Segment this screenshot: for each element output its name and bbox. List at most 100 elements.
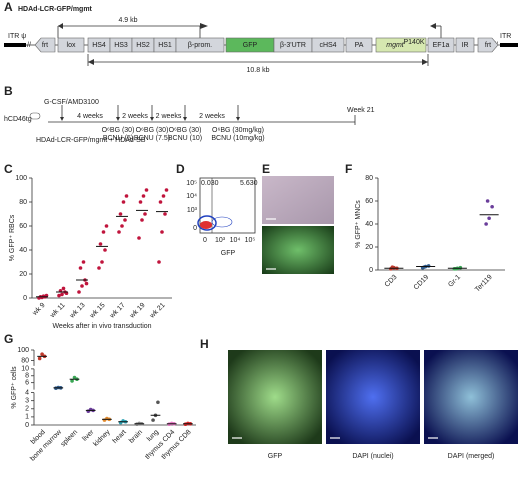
data-point [454, 267, 458, 271]
element-label: frt [485, 42, 491, 49]
caption: DAPI (nuclei) [352, 453, 393, 460]
y-tick-label: 80 [21, 357, 29, 364]
micrograph-brightfield [262, 176, 334, 224]
element-label: frt [42, 42, 48, 49]
construct-element [477, 37, 499, 53]
arrowhead [58, 23, 63, 29]
data-point [37, 356, 42, 361]
data-point [98, 242, 103, 246]
data-point [124, 194, 129, 198]
x-tick-label: brain [128, 429, 144, 445]
injection: HDAd-LCR-GFP/mgmt + HDAd-SB [36, 137, 146, 144]
data-point [77, 290, 81, 294]
construct-element [455, 37, 475, 53]
arrowhead [183, 117, 187, 121]
promoter-arrowhead [430, 23, 436, 29]
element-label: lox [67, 42, 76, 49]
x-axis-label: Weeks after in vivo transduction [52, 323, 151, 330]
arrowhead [60, 117, 64, 121]
arrowhead [116, 117, 120, 121]
data-point [40, 352, 44, 357]
arrowhead [236, 117, 240, 121]
element-superscript: P140K [403, 39, 424, 46]
data-point [60, 292, 64, 297]
data-point [160, 230, 164, 234]
data-point [103, 248, 107, 252]
element-label: IR [462, 42, 469, 49]
arrowhead [422, 59, 428, 65]
density-contour [197, 215, 217, 231]
itr-bar [500, 43, 518, 47]
data-point [117, 230, 121, 234]
x-tick-label: kidney [92, 428, 112, 448]
x-axis-label: GFP [221, 250, 236, 257]
micrograph [228, 350, 322, 444]
data-point [143, 212, 147, 216]
itr-label: ITR [500, 33, 511, 40]
data-point [61, 286, 66, 291]
data-point [144, 188, 149, 192]
data-point [97, 266, 101, 270]
y-tick-label: 100 [17, 347, 29, 354]
data-point [80, 284, 84, 288]
data-point [158, 200, 163, 204]
panel-label: F [345, 162, 352, 176]
y-tick-label: 40 [19, 247, 27, 254]
construct-element [427, 37, 455, 53]
treatment-label: O⁶BG (30) [102, 127, 135, 134]
x-tick-label: 10⁴ [230, 237, 241, 244]
data-point [458, 265, 463, 270]
panel-label: D [176, 162, 185, 176]
construct-element [311, 37, 345, 53]
element-label: HS3 [114, 42, 128, 49]
data-point [104, 224, 109, 228]
y-tick-label: 100 [15, 175, 27, 182]
data-point [161, 194, 166, 198]
construct-title: HDAd-LCR-GFP/mgmt [18, 6, 93, 13]
data-point [141, 194, 146, 198]
y-tick-label: 0 [23, 295, 27, 302]
treatment-label: BCNU (5) [103, 135, 133, 142]
gate-value: 0.030 [201, 180, 219, 187]
element-label: HS4 [92, 42, 106, 49]
treatment-label: O⁶BG (30) [169, 127, 202, 134]
x-tick-label: wk 21 [148, 302, 167, 321]
arrowhead [150, 117, 154, 121]
y-tick-label: 40 [365, 221, 373, 228]
y-tick-label: 10³ [187, 207, 198, 214]
arrowhead [88, 59, 94, 65]
y-tick-label: 1 [25, 414, 29, 421]
data-point [484, 222, 488, 226]
panel-label: H [200, 337, 209, 351]
y-tick-label: 3 [25, 398, 29, 405]
x-tick-label: wk 9 [31, 302, 47, 318]
y-tick-label: 80 [365, 175, 373, 182]
data-point [123, 218, 127, 222]
y-tick-label: 20 [365, 244, 373, 251]
data-point [151, 418, 155, 422]
y-tick-label: 0 [369, 267, 373, 274]
x-tick-label: heart [112, 429, 128, 445]
density-core [200, 221, 212, 229]
gate-value: 5.630 [240, 180, 258, 187]
x-tick-label: CD3 [384, 274, 399, 289]
element-label: GFP [243, 42, 258, 49]
treatment-label: O⁶BG (30) [136, 127, 169, 134]
break-mark: // [27, 42, 31, 49]
mouse-icon [29, 112, 41, 120]
data-point [100, 260, 104, 264]
x-tick-label: spleen [60, 429, 80, 449]
element-label: β-3'UTR [280, 42, 306, 49]
x-tick-label: wk 13 [68, 302, 87, 321]
x-tick-label: wk 11 [48, 302, 66, 320]
x-tick-label: wk 19 [128, 302, 147, 321]
data-point [120, 224, 124, 228]
data-point [84, 281, 89, 286]
interval-label: 4 weeks [77, 113, 103, 120]
y-tick-label: 4 [25, 389, 29, 396]
y-axis-label: % GFP⁺ cells [11, 366, 18, 409]
itr-label: ITR ψ [8, 33, 26, 40]
itr-bar [4, 43, 26, 47]
y-tick-label: 0 [25, 422, 29, 429]
construct-element [57, 37, 85, 53]
